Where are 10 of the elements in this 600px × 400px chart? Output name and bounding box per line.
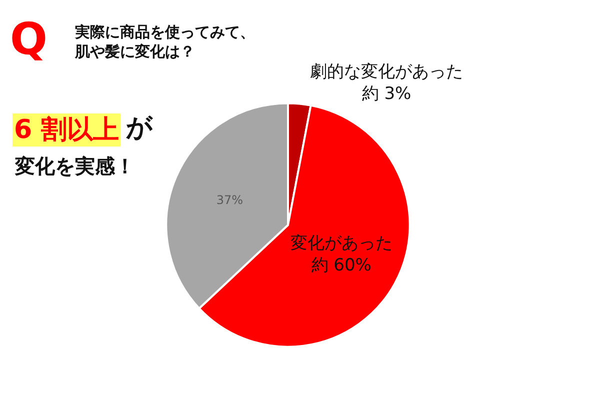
data-label: 約 3% (362, 84, 412, 104)
slice-label: 劇的な変化があった (310, 62, 463, 82)
text: が (126, 113, 154, 143)
chart-title: 実際に商品を使ってみて、肌や髪に変化は？ (74, 23, 255, 60)
text: 6 割以上 (14, 115, 120, 145)
text: Q (10, 14, 48, 65)
text: 変化を実感！ (14, 154, 135, 178)
data-label: 約 60% (311, 255, 372, 276)
slice-label: 変化があった (290, 233, 392, 254)
data-label: 37% (216, 192, 244, 207)
